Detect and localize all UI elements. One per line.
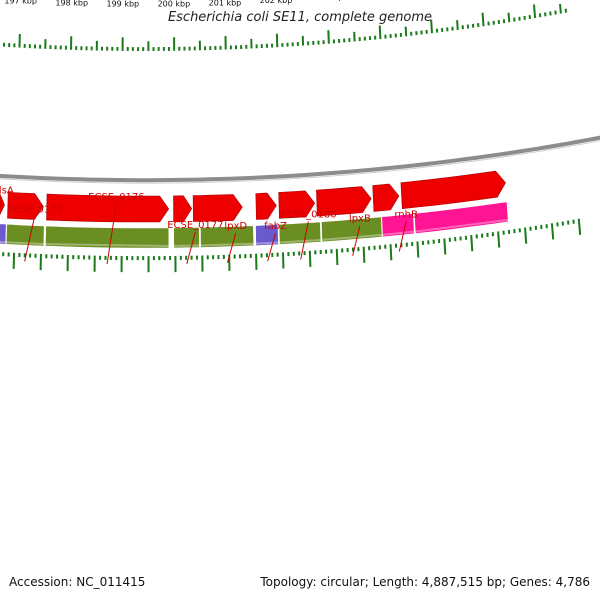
gene-label-leader bbox=[106, 203, 117, 264]
outer-tick bbox=[550, 223, 555, 240]
outer-tick bbox=[470, 234, 474, 252]
gene-label-leader bbox=[352, 225, 361, 256]
gene-band-highlight bbox=[6, 241, 44, 246]
gene-band-highlight bbox=[415, 218, 509, 233]
outer-tick bbox=[362, 246, 366, 263]
outer-tick bbox=[443, 238, 447, 255]
backbone bbox=[0, 135, 600, 184]
gene-band-highlight bbox=[321, 233, 383, 241]
gene-label-leader bbox=[267, 233, 276, 262]
gene-band bbox=[278, 221, 322, 245]
backbone-highlight bbox=[0, 140, 600, 184]
accession-text: Accession: NC_011415 bbox=[9, 575, 146, 589]
gene-band-highlight bbox=[382, 230, 415, 236]
cds-track bbox=[0, 170, 506, 223]
gene-band-highlight bbox=[255, 241, 279, 245]
gene-label: lpxB bbox=[349, 214, 371, 225]
gene-label: ECSE_0180 bbox=[280, 209, 336, 220]
gene-band bbox=[320, 216, 383, 243]
backbone-line bbox=[0, 135, 600, 183]
kbp-ruler: 197 kbp 198 kbp 199 kbp 200 kbp 201 kbp 202 k… bbox=[3, 0, 568, 51]
kbp-major-tick bbox=[481, 12, 485, 27]
gene-label-leader bbox=[186, 231, 196, 264]
gene-band-highlight bbox=[0, 240, 6, 244]
kbp-label: 202 kbp bbox=[260, 0, 293, 5]
kbp-label: 197 kbp bbox=[4, 0, 37, 5]
kbp-minor-tick bbox=[507, 12, 511, 23]
gene-band bbox=[413, 201, 509, 234]
gene-band-highlight bbox=[200, 242, 254, 247]
gene-label: ECSE_0175 bbox=[6, 204, 62, 215]
outer-tick bbox=[577, 218, 582, 235]
kbp-major-tick bbox=[430, 19, 433, 34]
gene-label-leader bbox=[398, 221, 407, 252]
kbp-label: 198 kbp bbox=[55, 0, 88, 8]
outer-tick bbox=[389, 244, 393, 261]
kbp-major-tick bbox=[532, 4, 537, 19]
cds-arrow bbox=[372, 183, 400, 212]
gene-label: rnhB bbox=[394, 209, 418, 220]
gene-band bbox=[381, 213, 415, 238]
gene-label: ECSE_0177 bbox=[167, 220, 223, 231]
cds-arrow bbox=[7, 191, 44, 220]
gene-label: lpxD bbox=[224, 221, 247, 232]
cds-arrow bbox=[255, 192, 277, 220]
gene-label: ECSE_0176 bbox=[88, 192, 144, 203]
gene-band bbox=[255, 224, 279, 246]
kbp-major-tick bbox=[378, 25, 382, 40]
gene-label-leader bbox=[24, 216, 36, 262]
gene-label-leader bbox=[226, 232, 237, 263]
gene-band bbox=[200, 225, 255, 248]
kbp-label: 199 kbp bbox=[107, 0, 140, 9]
cds-arrow bbox=[278, 190, 316, 219]
kbp-minor-tick bbox=[456, 20, 459, 30]
kbp-label: 201 kbp bbox=[209, 0, 242, 7]
cds-arrow bbox=[46, 193, 170, 223]
kbp-minor-tick bbox=[404, 26, 408, 37]
gene-band bbox=[0, 223, 7, 245]
kbp-major-tick bbox=[327, 30, 330, 44]
gene-band-highlight bbox=[279, 238, 321, 244]
kbp-label: 203 kbp bbox=[311, 0, 344, 1]
outer-tick bbox=[308, 250, 312, 267]
outer-tick bbox=[335, 248, 339, 266]
gene-label-leader bbox=[300, 221, 309, 260]
genome-summary: Topology: circular; Length: 4,887,515 bp… bbox=[260, 575, 590, 589]
cds-arrow bbox=[192, 194, 243, 222]
kbp-minor-tick bbox=[559, 3, 562, 14]
cds-arrow bbox=[173, 195, 193, 223]
cds-arrow bbox=[316, 186, 372, 217]
cds-arrow bbox=[400, 170, 506, 210]
outer-tick-track bbox=[2, 218, 582, 273]
map-title: Escherichia coli SE11, complete genome bbox=[167, 10, 433, 25]
gene-label: fabZ bbox=[264, 221, 287, 232]
gene-band-highlight bbox=[45, 243, 169, 247]
gene-band bbox=[45, 225, 170, 249]
gene-track bbox=[0, 201, 509, 249]
outer-tick bbox=[497, 231, 501, 248]
outer-tick bbox=[524, 227, 528, 244]
gene-band bbox=[173, 227, 200, 249]
gene-band bbox=[5, 223, 45, 247]
kbp-label: 200 kbp bbox=[158, 0, 191, 9]
outer-tick bbox=[416, 241, 420, 258]
gene-label: cdsA bbox=[0, 186, 14, 197]
